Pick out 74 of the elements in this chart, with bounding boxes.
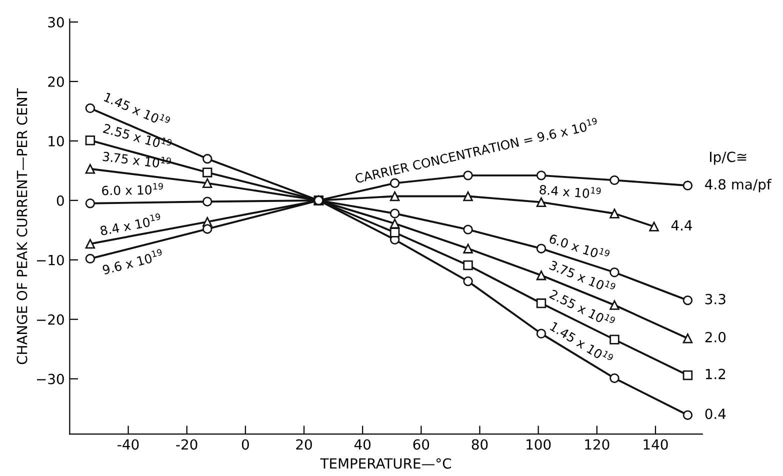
y-tick-label: 10 <box>48 136 64 146</box>
y-tick-label: 20 <box>48 76 64 87</box>
point <box>682 370 693 380</box>
point <box>536 197 546 208</box>
x-tick-label: 100 <box>526 439 551 450</box>
point <box>314 196 324 206</box>
series-label: 6.0 x 10$^{19}$ <box>102 182 164 196</box>
annotation: 4.4 <box>671 220 692 230</box>
point <box>610 208 620 218</box>
point <box>85 238 96 249</box>
point <box>682 410 693 420</box>
point <box>85 164 96 174</box>
point <box>390 228 400 238</box>
point <box>85 254 96 264</box>
point <box>463 224 473 234</box>
y-tick-label: 30 <box>48 16 64 28</box>
x-tick-label: 0 <box>242 439 249 450</box>
point <box>85 135 96 146</box>
point <box>536 328 546 338</box>
point <box>202 154 212 164</box>
text: Ip/C≅ <box>710 152 746 165</box>
point <box>463 244 473 254</box>
point <box>682 334 693 344</box>
x-tick-label: 40 <box>354 439 370 450</box>
point <box>536 244 546 254</box>
point <box>85 198 96 208</box>
point <box>463 260 473 270</box>
x-tick-label: -40 <box>118 439 139 450</box>
y-tick-label: −10 <box>36 254 64 266</box>
y-axis-title: CHANGE OF PEAK CURRENT—PER CENT <box>16 88 28 364</box>
annotation: 0.4 <box>705 408 726 420</box>
point <box>390 191 400 202</box>
point <box>463 276 473 286</box>
x-tick-label: -20 <box>176 439 198 450</box>
point <box>536 270 546 280</box>
text: 9.6 x 10$^{19}$ <box>102 248 164 275</box>
point <box>682 295 693 306</box>
annotation: 4.8 ma/pf <box>705 178 772 192</box>
y-tick-label: −30 <box>36 374 64 384</box>
x-tick-label: 120 <box>585 439 610 450</box>
point <box>610 334 620 344</box>
point <box>610 373 620 384</box>
point <box>463 191 473 202</box>
point <box>463 170 473 180</box>
point <box>390 208 400 218</box>
point <box>610 268 620 278</box>
annotation: 2.0 <box>705 332 726 342</box>
text: 8.4 x 10$^{19}$ <box>100 213 162 236</box>
point <box>536 298 546 308</box>
text: 2.55 x 10$^{19}$ <box>102 122 172 151</box>
annotation: 1.2 <box>706 368 726 380</box>
point <box>610 300 620 310</box>
x-tick-label: 140 <box>644 439 668 450</box>
point <box>202 196 212 206</box>
x-tick-label: 60 <box>413 439 430 450</box>
point <box>682 180 693 190</box>
annotation: CARRIER CONCENTRATION = 9.6 x 10$^{19}$ <box>354 117 598 184</box>
annotation: 3.3 <box>705 294 726 304</box>
point <box>202 224 212 234</box>
x-tick-label: 20 <box>296 439 312 450</box>
point <box>610 175 620 186</box>
point <box>202 178 212 188</box>
y-tick-label: −20 <box>36 314 64 325</box>
point <box>536 170 546 180</box>
y-tick-label: 0 <box>56 195 64 206</box>
point <box>202 168 212 178</box>
x-axis-title: TEMPERATURE—°C <box>320 458 452 469</box>
annotation: 6.0 x 10$^{19}$ <box>548 232 610 262</box>
annotation: 8.4 x 10$^{19}$ <box>539 182 602 200</box>
annotation: 1.45 x 10$^{19}$ <box>550 322 614 362</box>
point <box>85 103 96 114</box>
point <box>649 222 659 232</box>
x-tick-label: 80 <box>472 439 488 450</box>
text: 3.75 x 10$^{19}$ <box>102 150 172 170</box>
